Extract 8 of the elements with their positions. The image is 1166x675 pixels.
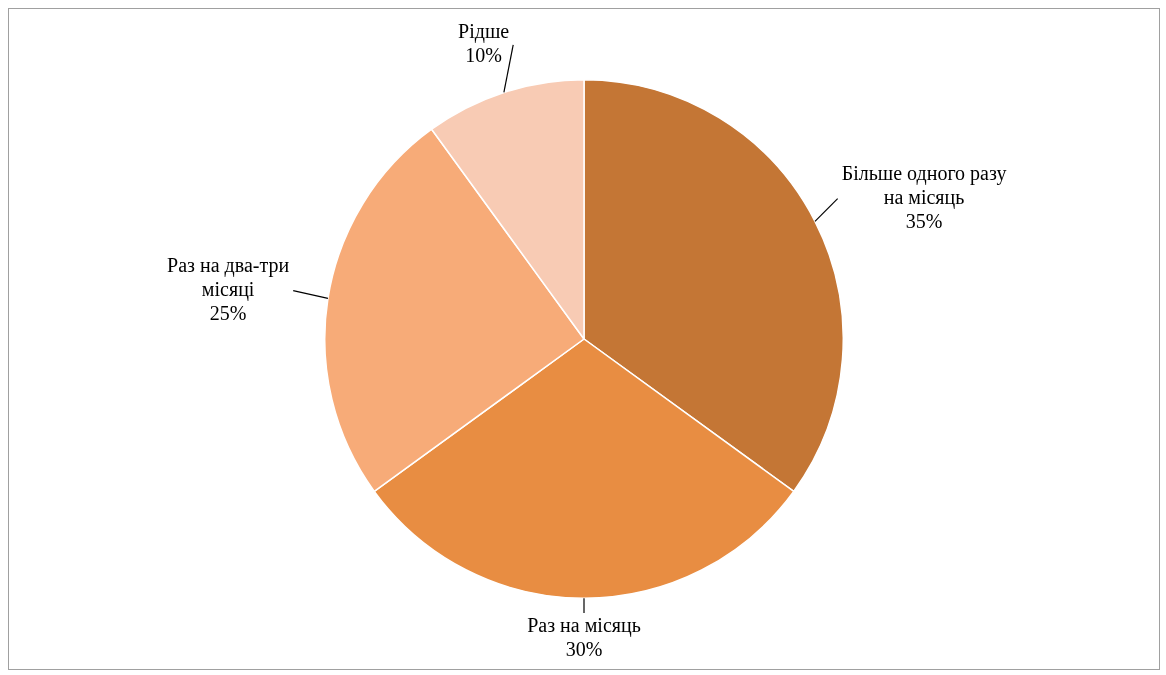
- data-label: 30%: [565, 638, 603, 661]
- slice-label: Раз на два-три місяці: [167, 253, 290, 301]
- data-label: 10%: [465, 44, 502, 67]
- slice-label: Раз на місяць: [527, 614, 641, 638]
- data-label: 25%: [209, 301, 247, 324]
- slice-label: Рідше: [458, 20, 510, 44]
- slice-label: Більше одного разу на місяць: [841, 161, 1007, 209]
- data-label: 35%: [905, 209, 943, 232]
